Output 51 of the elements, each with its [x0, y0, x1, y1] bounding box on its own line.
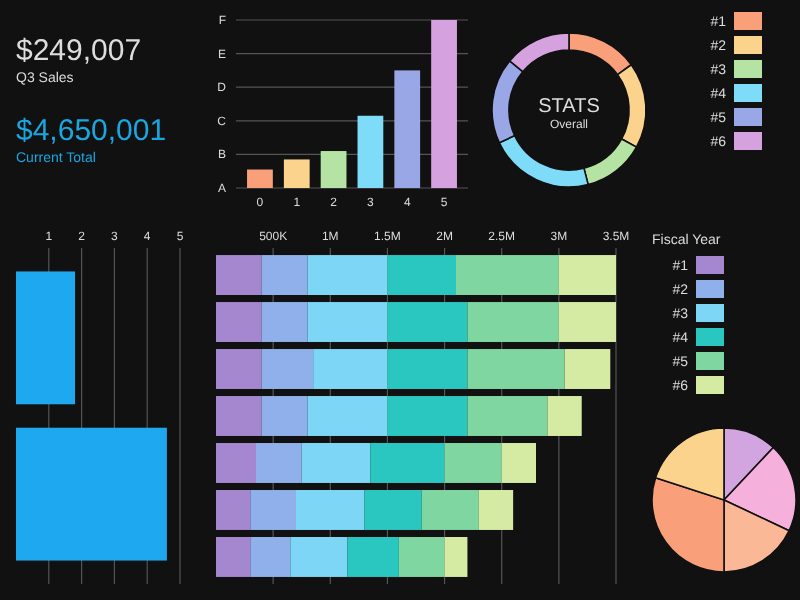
text: $249,007 — [16, 34, 142, 68]
bar — [444, 443, 502, 483]
bar — [467, 396, 548, 436]
bar — [247, 169, 273, 188]
bar — [364, 490, 422, 530]
bar — [307, 302, 388, 342]
bar — [444, 537, 468, 577]
bar — [283, 159, 310, 188]
bar — [387, 349, 468, 389]
bar — [370, 443, 445, 483]
text: $4,650,001 — [16, 114, 167, 148]
bar — [558, 302, 616, 342]
bar — [301, 443, 371, 483]
bar — [456, 255, 559, 295]
bar — [421, 490, 479, 530]
bar — [467, 302, 559, 342]
bar — [261, 396, 308, 436]
bar — [320, 151, 347, 188]
bar — [296, 490, 365, 530]
bar — [478, 490, 514, 530]
bar — [216, 443, 256, 483]
bar — [357, 115, 384, 188]
bar — [307, 255, 388, 295]
bar — [216, 302, 262, 342]
bar — [307, 396, 388, 436]
bar — [216, 537, 251, 577]
bar — [216, 349, 262, 389]
bar — [250, 537, 291, 577]
bar — [216, 396, 262, 436]
bar — [547, 396, 582, 436]
bar — [290, 537, 348, 577]
bar — [467, 349, 565, 389]
bar — [431, 20, 457, 188]
bar — [387, 396, 468, 436]
bar — [347, 537, 399, 577]
bar — [256, 443, 302, 483]
bar — [387, 255, 456, 295]
bar — [216, 490, 251, 530]
bar — [261, 255, 308, 295]
bar — [501, 443, 536, 483]
bar — [387, 302, 468, 342]
bar — [394, 70, 421, 188]
bar — [558, 255, 616, 295]
bar — [261, 349, 314, 389]
bar — [216, 255, 262, 295]
bar — [261, 302, 308, 342]
bar — [250, 490, 296, 530]
text: STATS — [538, 96, 601, 118]
bar — [313, 349, 388, 389]
bar — [564, 349, 611, 389]
bar — [398, 537, 445, 577]
